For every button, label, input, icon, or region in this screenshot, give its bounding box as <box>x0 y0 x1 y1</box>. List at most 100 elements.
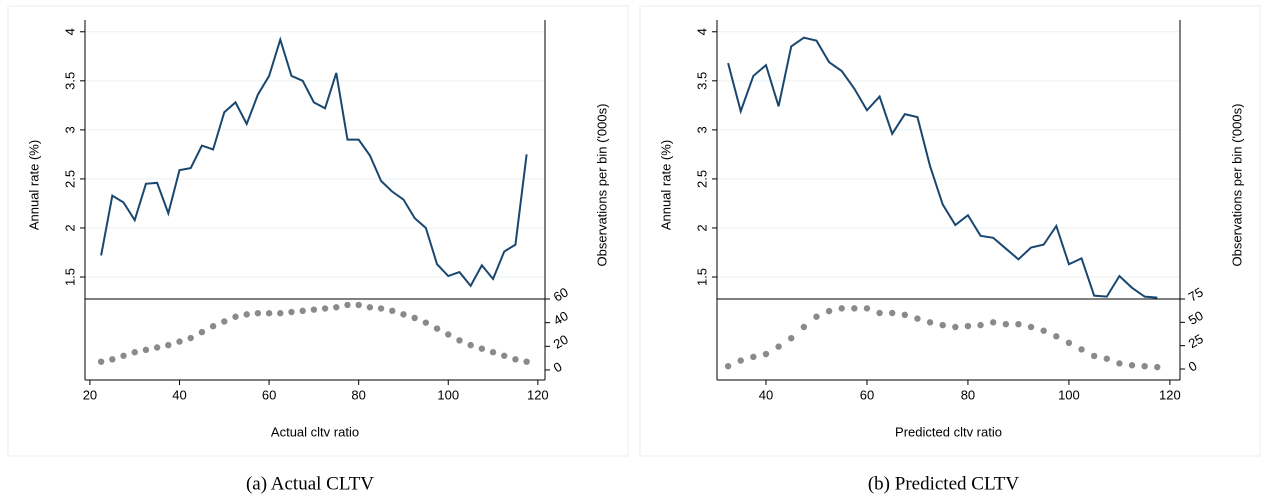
x-tick-label: 100 <box>437 387 459 402</box>
x-tick-label: 80 <box>961 387 975 402</box>
y-tick-label: 4 <box>62 28 77 35</box>
y2-tick-label: 40 <box>551 308 571 328</box>
data-line <box>727 36 1158 299</box>
data-point <box>232 313 239 320</box>
y-axis-label: Annual rate (%) <box>26 140 41 230</box>
y-tick-label: 3 <box>62 126 77 133</box>
data-point <box>400 311 407 318</box>
y-tick-label: 2.5 <box>694 170 709 188</box>
data-point <box>176 338 183 345</box>
data-point <box>142 346 150 354</box>
data-point <box>277 310 284 317</box>
data-point <box>724 362 732 370</box>
data-point <box>153 344 161 351</box>
data-point <box>989 319 997 326</box>
y2-tick-label: 75 <box>1186 284 1206 304</box>
x-tick-label: 20 <box>83 387 97 402</box>
data-point <box>187 334 194 342</box>
data-point <box>1027 323 1035 331</box>
y2-tick-label: 0 <box>1186 358 1200 375</box>
y-tick-label: 3.5 <box>694 72 709 90</box>
data-point <box>762 350 770 358</box>
data-point <box>366 304 374 311</box>
x-tick-label: 100 <box>1058 387 1080 402</box>
data-point <box>489 349 497 356</box>
data-point <box>788 334 795 342</box>
data-point <box>288 308 295 316</box>
data-point <box>1128 362 1136 369</box>
data-point <box>1053 333 1060 340</box>
data-point <box>851 305 858 312</box>
data-point <box>422 319 430 326</box>
data-point <box>131 349 138 356</box>
y2-tick-label: 60 <box>551 284 571 304</box>
data-point <box>221 318 228 325</box>
y-tick-label: 3 <box>694 126 709 133</box>
panel-frame <box>7 5 629 457</box>
y2-tick-label: 50 <box>1186 308 1206 328</box>
data-point <box>310 306 318 313</box>
y2-axis-label: Observations per bin ('000s) <box>1229 104 1244 267</box>
data-point <box>914 315 921 322</box>
data-point <box>243 311 250 318</box>
data-point <box>109 356 116 363</box>
data-point <box>876 309 883 317</box>
data-point <box>165 341 172 349</box>
data-point <box>977 321 984 329</box>
x-tick-label: 60 <box>262 387 276 402</box>
data-point <box>1103 355 1110 362</box>
x-tick-label: 120 <box>1159 387 1181 402</box>
y2-tick-label: 20 <box>551 332 571 352</box>
x-axis-label: Predicted cltv ratio <box>895 424 1002 439</box>
y-tick-label: 4 <box>694 28 709 35</box>
x-tick-label: 80 <box>351 387 365 402</box>
data-point <box>198 328 206 336</box>
data-point <box>838 305 845 312</box>
x-tick-label: 40 <box>759 387 773 402</box>
data-point <box>321 305 329 312</box>
data-line <box>100 36 528 288</box>
data-point <box>344 301 351 309</box>
data-point <box>97 358 105 365</box>
data-point <box>389 307 396 315</box>
y-axis-label: Annual rate (%) <box>658 140 673 230</box>
data-point <box>750 353 757 361</box>
y-tick-label: 2 <box>62 224 77 231</box>
data-point <box>939 321 946 329</box>
data-point <box>889 309 896 317</box>
y2-tick-label: 25 <box>1186 331 1206 351</box>
y2-axis-label: Observations per bin ('000s) <box>594 104 609 267</box>
data-point <box>445 331 452 338</box>
data-point <box>478 345 486 352</box>
y-tick-label: 3.5 <box>62 72 77 90</box>
data-point <box>901 311 909 319</box>
data-point <box>737 357 744 364</box>
data-point <box>813 313 820 320</box>
data-point <box>411 314 418 322</box>
y-tick-label: 2.5 <box>62 170 77 188</box>
data-point <box>377 305 385 312</box>
data-point <box>265 310 273 317</box>
data-point <box>355 301 362 309</box>
y-tick-label: 1.5 <box>694 268 709 286</box>
data-point <box>926 319 934 326</box>
data-point <box>1078 346 1085 353</box>
panel-frame <box>639 5 1261 457</box>
data-point <box>1090 352 1098 360</box>
data-point <box>299 307 306 315</box>
caption: (b) Predicted CLTV <box>868 473 1020 494</box>
data-point <box>254 310 262 317</box>
x-tick-label: 120 <box>527 387 549 402</box>
y-tick-label: 1.5 <box>62 268 77 286</box>
data-point <box>1116 360 1123 367</box>
data-point <box>1002 320 1010 328</box>
data-point <box>523 358 530 365</box>
data-point <box>333 304 340 311</box>
data-point <box>1040 327 1047 334</box>
data-point <box>512 356 519 363</box>
x-axis-label: Actual cltv ratio <box>271 424 359 439</box>
data-point <box>952 323 959 331</box>
data-point <box>209 323 217 330</box>
